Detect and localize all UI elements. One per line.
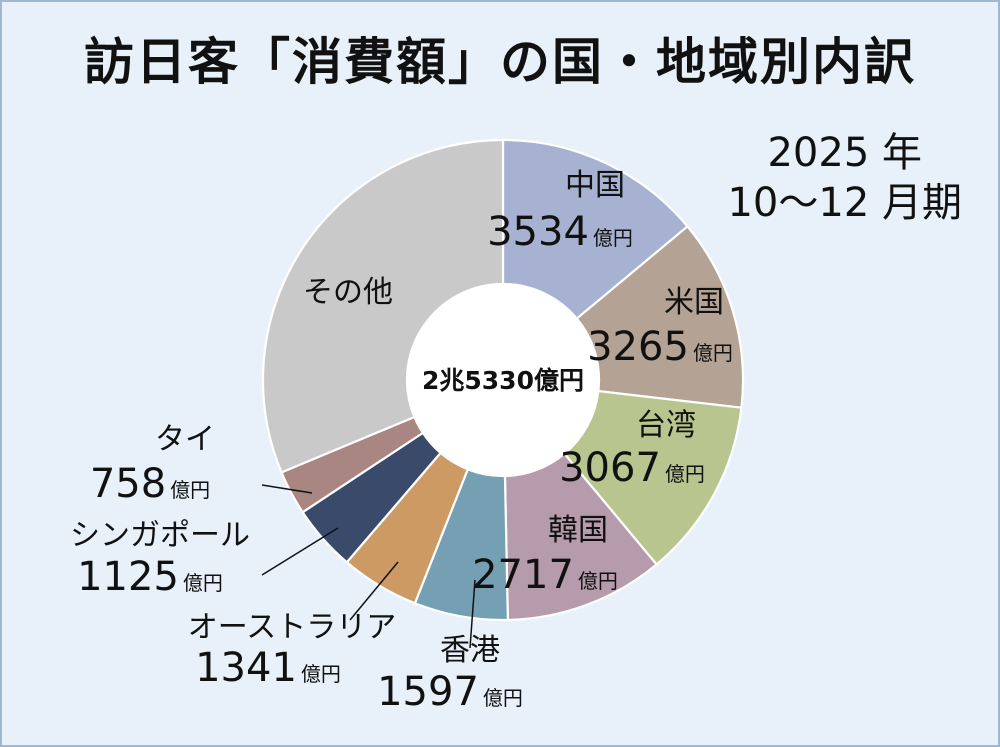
slice-2 bbox=[563, 389, 743, 566]
slice-name-label-1: 米国 bbox=[664, 285, 724, 320]
slice-value-label-2: 3067 億円 bbox=[559, 445, 705, 491]
center-total-label: 2兆5330億円 bbox=[422, 366, 584, 395]
slice-name-label-0: 中国 bbox=[565, 168, 625, 203]
slice-value-label-6: 1125 億円 bbox=[77, 554, 223, 600]
slice-name-label-6: シンガポール bbox=[70, 518, 250, 553]
leader-line-4 bbox=[469, 579, 476, 649]
slice-value-label-4: 1597 億円 bbox=[377, 669, 523, 715]
slice-name-label-3: 韓国 bbox=[548, 513, 608, 548]
leader-line-7 bbox=[261, 484, 313, 494]
slice-1 bbox=[575, 225, 745, 409]
slice-3 bbox=[503, 452, 658, 622]
leader-line-5 bbox=[349, 561, 399, 621]
slice-name-label-4: 香港 bbox=[440, 633, 500, 668]
slice-value-label-5: 1341 億円 bbox=[195, 645, 341, 691]
period-year: 2025 年 bbox=[767, 130, 922, 176]
period-label: 2025 年 10〜12 月期 bbox=[727, 128, 962, 228]
donut-hole bbox=[408, 285, 598, 475]
slice-0 bbox=[501, 138, 689, 320]
period-quarter: 10〜12 月期 bbox=[727, 180, 962, 226]
slice-name-label-5: オーストラリア bbox=[188, 610, 397, 645]
slice-name-label-2: 台湾 bbox=[636, 408, 696, 443]
slice-value-label-1: 3265 億円 bbox=[587, 324, 733, 370]
slice-value-label-3: 2717 億円 bbox=[472, 552, 618, 598]
slice-value-label-0: 3534 億円 bbox=[487, 209, 633, 255]
slice-name-label-7: タイ bbox=[155, 422, 215, 457]
slice-value-label-7: 758 億円 bbox=[90, 461, 210, 507]
slice-name-label-8: その他 bbox=[303, 275, 393, 310]
slice-8 bbox=[261, 138, 505, 474]
chart-title: 訪日客「消費額」の国・地域別内訳 bbox=[84, 33, 916, 91]
leader-line-6 bbox=[261, 527, 339, 576]
